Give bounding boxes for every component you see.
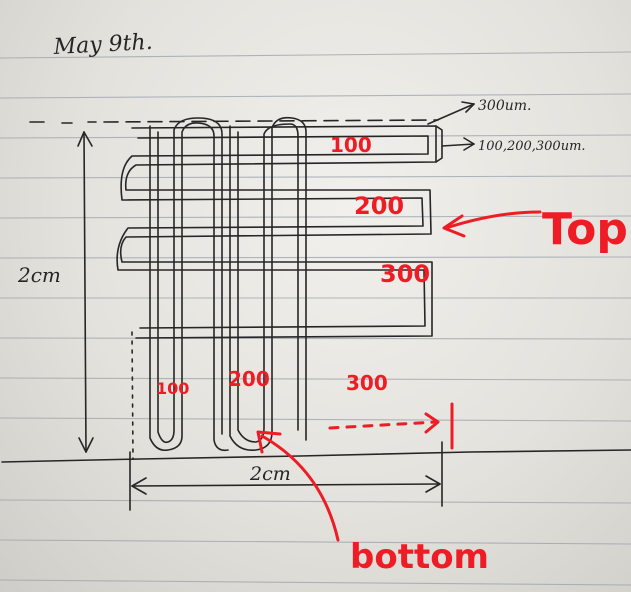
vertical-loop-200 [229, 116, 307, 452]
horizontal-serpentine-inner [116, 135, 429, 329]
height-dimension-line [83, 131, 87, 453]
vertical-loop-100-inner [157, 117, 223, 444]
height-label: 2cm [17, 263, 61, 287]
horizontal-label-200: 200 [354, 192, 404, 220]
width-label: 2cm [249, 463, 291, 485]
dotted-direction-arrowhead [424, 412, 440, 434]
widths-arrowhead [463, 137, 475, 151]
vertical-label-100: 100 [156, 379, 189, 398]
height-arrow-bottom [78, 437, 94, 453]
top-callout-text: Top [542, 204, 628, 255]
width-arrow-left [131, 477, 147, 495]
vertical-label-300: 300 [346, 371, 388, 395]
red-pen-marks [256, 210, 542, 542]
baseline [1, 449, 631, 463]
left-dotted-boundary [131, 331, 134, 459]
top-spacing-label: 300um. [478, 98, 531, 114]
vertical-label-200: 200 [228, 367, 270, 391]
spacing-arrowhead [461, 101, 475, 113]
widths-arrow [441, 143, 475, 147]
widths-label: 100,200,300um. [478, 139, 586, 154]
date-text: May 9th. [52, 30, 153, 60]
bottom-callout-arrow [260, 434, 340, 542]
width-arrow-right [425, 475, 441, 493]
horizontal-label-100: 100 [330, 133, 372, 157]
spacing-arrow [427, 103, 475, 125]
dotted-direction-arrow [328, 420, 438, 430]
top-callout-arrow [444, 210, 542, 230]
height-arrow-top [77, 131, 93, 147]
vertical-loop-200-inner [237, 123, 299, 443]
vertical-loop-100 [149, 122, 229, 452]
top-callout-arrowhead [442, 214, 466, 238]
pencil-drawing [1, 101, 631, 511]
bottom-callout-text: bottom [350, 537, 489, 577]
ruled-lines [0, 51, 631, 586]
widths-bracket [435, 125, 443, 163]
horizontal-serpentine-outer [119, 125, 437, 339]
bottom-callout-arrowhead [256, 430, 282, 454]
top-dashed-guide [29, 119, 439, 124]
width-dimension-line [131, 483, 441, 487]
horizontal-label-300: 300 [380, 260, 430, 288]
